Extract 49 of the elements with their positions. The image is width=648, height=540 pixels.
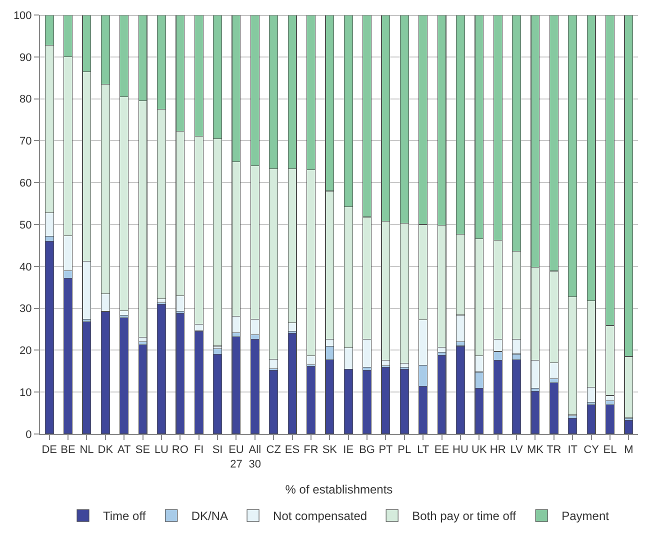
x-tick-label: DE	[42, 444, 57, 456]
x-tick-label: NL	[80, 444, 94, 456]
x-tick-label: SK	[322, 444, 338, 456]
x-tick-label: PT	[378, 444, 394, 456]
x-tick-label: LU	[154, 444, 169, 456]
x-tick-label: BG	[359, 444, 375, 456]
x-tick-label: ES	[284, 444, 300, 456]
x-tick-label: AT	[117, 444, 131, 456]
x-tick-label: HU	[452, 444, 468, 456]
x-tick-label: HR	[490, 444, 506, 456]
legend-label: Not compensated	[273, 509, 368, 524]
x-tick-label: FR	[304, 444, 318, 456]
x-tick-label: FI	[194, 444, 204, 456]
x-tick-label: CZ	[266, 444, 282, 456]
y-tick-label: 50	[20, 219, 32, 232]
x-tick-label: EL	[603, 444, 617, 456]
x-tick-label: IE	[343, 444, 354, 456]
legend-label: Payment	[562, 509, 610, 524]
x-tick-label: MK	[526, 444, 544, 456]
x-tick-label: LT	[417, 444, 430, 456]
y-tick-label: 70	[20, 136, 32, 148]
x-tick-label: LV	[510, 444, 524, 456]
y-tick-label: 30	[20, 303, 32, 316]
legend-label: DK/NA	[191, 509, 228, 524]
y-tick-label: 20	[20, 345, 32, 358]
x-tick-label: CY	[584, 444, 600, 456]
x-tick-label: EU 27	[228, 444, 244, 470]
x-tick-label: UK	[472, 444, 488, 456]
legend-label: Time off	[103, 509, 146, 524]
y-tick-label: 80	[20, 94, 32, 106]
x-tick-label: RO	[172, 444, 189, 456]
x-tick-label: DK	[98, 444, 114, 456]
x-tick-label: TR	[546, 444, 562, 456]
y-tick-label: 100	[13, 10, 32, 22]
x-tick-label: M	[624, 444, 634, 456]
x-tick-label: SI	[212, 444, 223, 456]
x-tick-label: IT	[568, 444, 578, 456]
x-tick-label: EE	[434, 444, 450, 456]
y-tick-label: 10	[20, 386, 32, 399]
x-tick-label: All 30	[248, 444, 262, 470]
x-axis-title: % of establishments	[285, 482, 393, 496]
y-tick-label: 0	[26, 428, 32, 441]
y-tick-label: 60	[20, 177, 32, 190]
x-tick-label: BE	[60, 444, 76, 456]
x-tick-label: SE	[135, 444, 150, 456]
y-tick-label: 90	[20, 52, 32, 64]
legend-label: Both pay or time off	[412, 509, 517, 524]
x-tick-label: PL	[398, 444, 412, 456]
y-tick-label: 40	[20, 261, 32, 274]
